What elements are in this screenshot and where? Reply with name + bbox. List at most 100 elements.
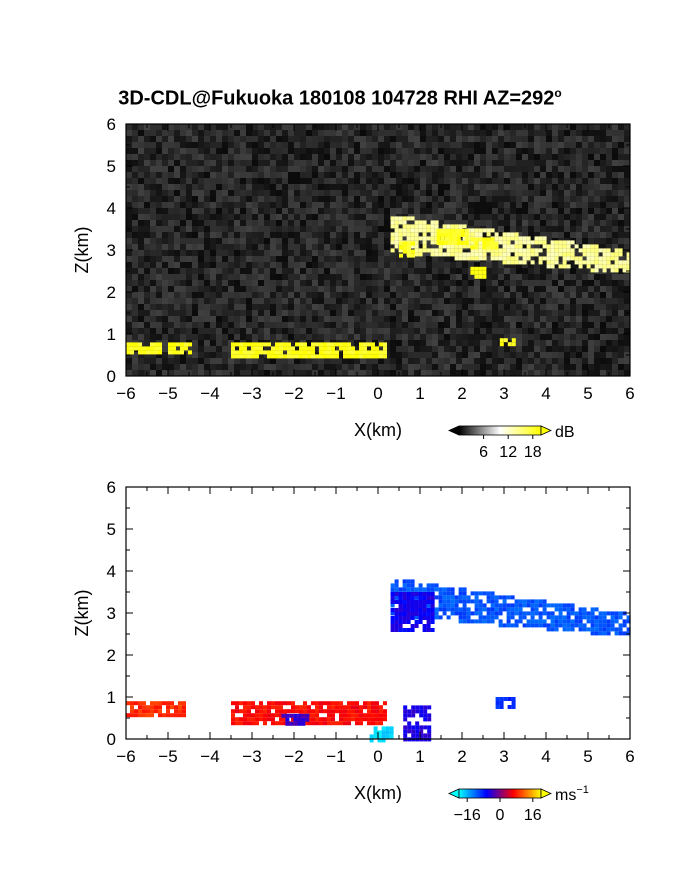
- noise-cell: [372, 184, 378, 190]
- patch-cell: [398, 624, 403, 628]
- cloud-cell: [534, 611, 539, 616]
- noise-cell: [276, 220, 282, 226]
- noise-cell: [180, 190, 186, 196]
- patch-cell: [470, 266, 475, 271]
- noise-cell: [276, 310, 282, 316]
- noise-cell: [354, 286, 360, 292]
- noise-cell: [456, 274, 462, 280]
- noise-cell: [462, 322, 468, 328]
- noise-cell: [336, 280, 342, 286]
- cloud-cell: [434, 232, 439, 237]
- patch-cell: [482, 274, 487, 279]
- noise-cell: [618, 148, 624, 154]
- cloud-cell: [474, 611, 479, 616]
- noise-cell: [438, 340, 444, 346]
- noise-cell: [270, 142, 276, 148]
- noise-cell: [192, 334, 198, 340]
- cloud-cell: [390, 220, 395, 225]
- noise-cell: [624, 154, 630, 160]
- noise-cell: [174, 220, 180, 226]
- patch-cell: [178, 705, 182, 710]
- patch-cell: [279, 721, 283, 726]
- noise-cell: [426, 166, 432, 172]
- cloud-cell: [490, 619, 495, 624]
- noise-cell: [396, 184, 402, 190]
- noise-cell: [564, 178, 570, 184]
- noise-cell: [600, 370, 606, 376]
- patch-cell: [251, 705, 255, 710]
- noise-cell: [546, 292, 552, 298]
- cloud-cell: [566, 627, 571, 632]
- noise-cell: [168, 166, 174, 172]
- noise-cell: [240, 154, 246, 160]
- patch-cell: [335, 701, 339, 706]
- noise-cell: [498, 322, 504, 328]
- noise-cell: [402, 196, 408, 202]
- patch-cell: [319, 342, 323, 347]
- noise-cell: [570, 346, 576, 352]
- noise-cell: [570, 190, 576, 196]
- noise-cell: [390, 130, 396, 136]
- noise-cell: [312, 232, 318, 238]
- noise-cell: [540, 202, 546, 208]
- noise-cell: [438, 328, 444, 334]
- noise-cell: [342, 202, 348, 208]
- noise-cell: [546, 190, 552, 196]
- noise-cell: [516, 124, 522, 130]
- noise-cell: [216, 298, 222, 304]
- noise-cell: [534, 136, 540, 142]
- noise-cell: [162, 322, 168, 328]
- noise-cell: [456, 220, 462, 226]
- noise-cell: [156, 142, 162, 148]
- cloud-cell: [574, 623, 579, 628]
- noise-cell: [270, 154, 276, 160]
- patch-cell: [410, 604, 415, 608]
- noise-cell: [282, 316, 288, 322]
- patch-cell: [398, 628, 403, 632]
- noise-cell: [612, 298, 618, 304]
- patch-cell: [394, 612, 399, 616]
- noise-cell: [210, 154, 216, 160]
- patch-cell: [311, 721, 315, 726]
- noise-cell: [348, 370, 354, 376]
- noise-cell: [252, 286, 258, 292]
- noise-cell: [270, 334, 276, 340]
- noise-cell: [606, 316, 612, 322]
- noise-cell: [252, 178, 258, 184]
- noise-cell: [378, 142, 384, 148]
- noise-cell: [288, 370, 294, 376]
- patch-cell: [307, 721, 311, 726]
- patch-cell: [319, 350, 323, 355]
- noise-cell: [606, 364, 612, 370]
- cloud-cell: [570, 619, 575, 624]
- noise-cell: [180, 316, 186, 322]
- noise-cell: [438, 334, 444, 340]
- noise-cell: [300, 334, 306, 340]
- cloud-cell: [566, 615, 571, 620]
- noise-cell: [360, 268, 366, 274]
- noise-cell: [558, 286, 564, 292]
- noise-cell: [354, 184, 360, 190]
- noise-cell: [246, 202, 252, 208]
- cloud-cell: [434, 220, 439, 225]
- noise-cell: [192, 280, 198, 286]
- noise-cell: [204, 220, 210, 226]
- noise-cell: [414, 214, 420, 220]
- noise-cell: [438, 256, 444, 262]
- noise-cell: [492, 364, 498, 370]
- cloud-cell: [558, 264, 563, 269]
- noise-cell: [582, 370, 588, 376]
- noise-cell: [276, 172, 282, 178]
- noise-cell: [192, 346, 198, 352]
- noise-cell: [258, 154, 264, 160]
- noise-cell: [156, 232, 162, 238]
- noise-cell: [360, 148, 366, 154]
- noise-cell: [348, 190, 354, 196]
- noise-cell: [234, 268, 240, 274]
- noise-cell: [348, 160, 354, 166]
- noise-cell: [162, 196, 168, 202]
- noise-cell: [252, 196, 258, 202]
- cloud-cell: [446, 591, 451, 596]
- patch-cell: [275, 713, 279, 718]
- noise-cell: [408, 298, 414, 304]
